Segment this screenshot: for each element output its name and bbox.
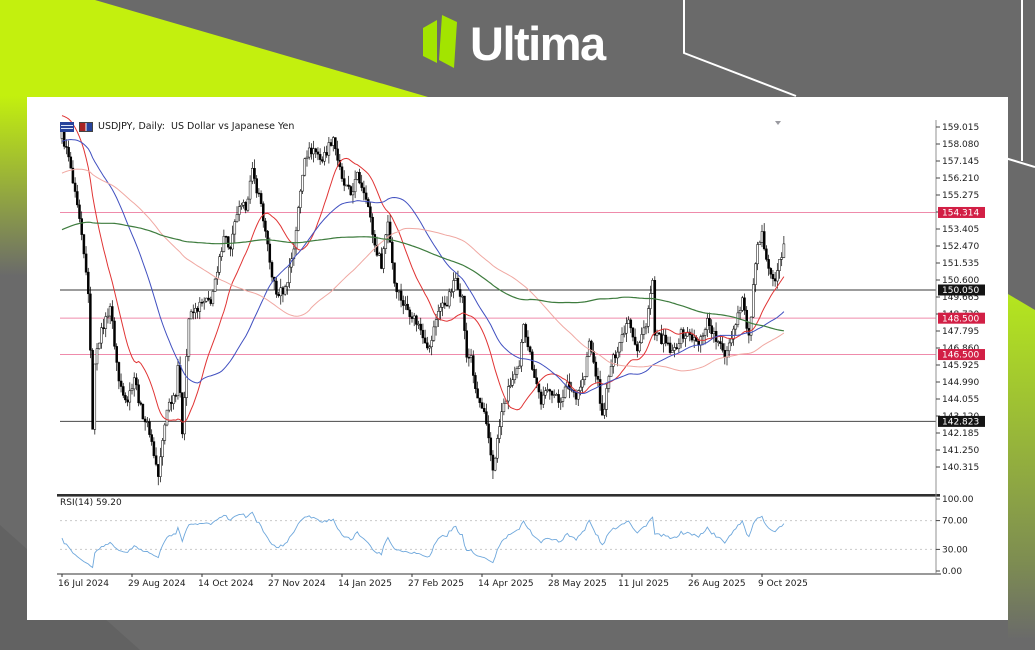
price-level-label: 142.823 bbox=[942, 418, 979, 428]
price-tick-label: 155.275 bbox=[942, 191, 979, 201]
price-tick-label: 142.185 bbox=[942, 429, 979, 439]
price-tick-label: 152.470 bbox=[942, 242, 979, 252]
price-axis-ticks bbox=[61, 126, 940, 577]
date-tick-label: 16 Jul 2024 bbox=[58, 579, 109, 589]
price-tick-label: 145.925 bbox=[942, 361, 979, 371]
chart-window: 159.015 158.080 157.145 156.210 155.275 154.3… bbox=[27, 97, 1008, 620]
price-tick-label: 156.210 bbox=[942, 174, 979, 184]
logo-text: Ultima bbox=[470, 17, 606, 70]
price-level-box[interactable] bbox=[938, 349, 985, 361]
chevron-outline-right-diagonal bbox=[1004, 157, 1035, 168]
chevron-outline-left bbox=[683, 0, 797, 97]
price-tick-label: 151.535 bbox=[942, 259, 979, 269]
candlestick-chart-icon[interactable] bbox=[79, 121, 93, 132]
brand-header: Ultima bbox=[423, 15, 606, 73]
rsi-line bbox=[61, 511, 785, 569]
price-tick-label: 140.315 bbox=[942, 463, 979, 473]
date-tick-label: 11 Jul 2025 bbox=[618, 579, 669, 589]
price-tick-label: 158.080 bbox=[942, 140, 979, 150]
price-level-label: 150.050 bbox=[942, 286, 979, 296]
ma-line-50 bbox=[61, 138, 785, 395]
price-tick-label: 144.990 bbox=[942, 378, 979, 388]
date-tick-label: 14 Oct 2024 bbox=[198, 579, 254, 589]
ma-line-200 bbox=[61, 221, 784, 332]
price-tick-label: 144.055 bbox=[942, 395, 979, 405]
price-chart-canvas[interactable]: 159.015 158.080 157.145 156.210 155.275 154.3… bbox=[27, 97, 1008, 620]
price-level-label: 154.314 bbox=[942, 209, 979, 219]
ma-line-21 bbox=[61, 115, 785, 423]
rsi-tick-label: 0.00 bbox=[942, 567, 962, 577]
chart-shift-marker[interactable] bbox=[775, 121, 781, 125]
ultima-logo-icon bbox=[423, 15, 457, 68]
chart-title-bar: USDJPY, Daily: US Dollar vs Japanese Yen bbox=[60, 121, 294, 132]
horizontal-lines bbox=[60, 211, 936, 422]
price-tick-label: 150.600 bbox=[942, 276, 979, 286]
date-tick-label: 29 Aug 2024 bbox=[128, 579, 186, 589]
price-level-label: 146.500 bbox=[942, 351, 979, 361]
date-tick-label: 26 Aug 2025 bbox=[688, 579, 746, 589]
candles bbox=[60, 127, 786, 486]
price-tick-label: 146.860 bbox=[942, 344, 979, 354]
date-tick-label: 14 Apr 2025 bbox=[478, 579, 534, 589]
price-tick-label: 141.250 bbox=[942, 446, 979, 456]
price-level-label: 148.500 bbox=[942, 314, 979, 324]
rsi-indicator-label: RSI(14) 59.20 bbox=[60, 498, 122, 508]
lime-triangle-topleft bbox=[0, 0, 428, 97]
date-tick-label: 27 Nov 2024 bbox=[268, 579, 326, 589]
lime-left-strip bbox=[0, 96, 27, 276]
price-level-box[interactable] bbox=[938, 415, 985, 427]
price-level-box[interactable] bbox=[938, 284, 985, 296]
rsi-levels bbox=[60, 520, 936, 550]
ma-line-100 bbox=[61, 168, 785, 372]
price-tick-label: 153.405 bbox=[942, 225, 979, 235]
price-tick-label: 149.665 bbox=[942, 293, 979, 303]
price-tick-label: 159.015 bbox=[942, 123, 979, 133]
date-tick-label: 27 Feb 2025 bbox=[408, 579, 464, 589]
rsi-tick-label: 30.00 bbox=[942, 545, 968, 555]
price-tick-label: 157.145 bbox=[942, 157, 979, 167]
date-tick-label: 14 Jan 2025 bbox=[338, 579, 392, 589]
rsi-tick-label: 100.00 bbox=[942, 495, 974, 505]
price-level-box[interactable] bbox=[938, 206, 985, 218]
date-tick-label: 9 Oct 2025 bbox=[758, 579, 808, 589]
price-tick-label: 147.795 bbox=[942, 327, 979, 337]
pane-separator[interactable] bbox=[57, 494, 940, 497]
rsi-tick-label: 70.00 bbox=[942, 517, 968, 527]
lime-right-strip bbox=[1008, 294, 1035, 640]
date-tick-label: 28 May 2025 bbox=[548, 579, 607, 589]
window-menu-icon[interactable] bbox=[60, 121, 74, 132]
price-level-box[interactable] bbox=[938, 312, 985, 324]
chart-title: USDJPY, Daily: US Dollar vs Japanese Yen bbox=[98, 121, 295, 132]
